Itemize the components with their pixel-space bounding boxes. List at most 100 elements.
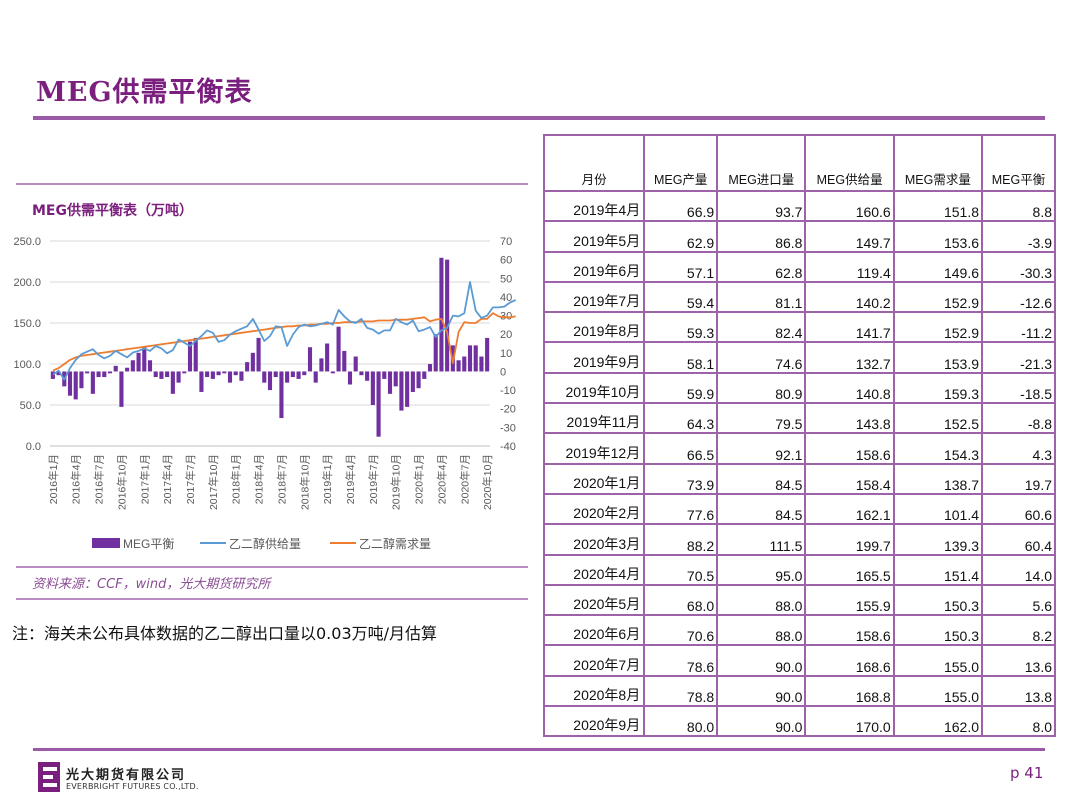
table-row: 2020年6月 70.6 88.0 158.6 150.3 8.2	[542, 614, 1056, 647]
value-cell: 155.9	[804, 583, 895, 617]
right-axis-tick-label: 50	[500, 273, 512, 285]
balance-bar	[405, 371, 410, 407]
month-cell: 2019年9月	[542, 341, 646, 374]
balance-bar	[313, 371, 318, 383]
balance-bar	[410, 371, 415, 392]
value-cell: -3.9	[981, 220, 1056, 253]
supply-line	[52, 281, 517, 381]
value-cell: 58.1	[643, 341, 719, 374]
right-axis-tick-label: -20	[500, 404, 516, 416]
value-cell: 150.3	[892, 583, 984, 617]
balance-chart: 0.0 50.0 100.0 150.0 200.0 250.0 -40 -30 -20 -10 0…	[13, 236, 517, 551]
value-cell: 8.0	[981, 705, 1056, 738]
footer-divider	[33, 748, 1045, 751]
table-row: 2019年11月 64.3 79.5 143.8 152.5 -8.8	[542, 402, 1056, 435]
balance-bar	[296, 371, 301, 379]
left-axis-tick-label: 250.0	[13, 236, 41, 248]
x-axis-tick-label: 2020年1月	[413, 454, 426, 504]
value-cell: 158.6	[804, 432, 895, 465]
month-cell: 2020年5月	[542, 583, 646, 617]
balance-bar	[365, 371, 370, 381]
right-axis-tick-label: 60	[500, 255, 512, 267]
month-cell: 2019年6月	[542, 250, 646, 283]
value-cell: 8.2	[981, 614, 1056, 647]
table-row: 2019年7月 59.4 81.1 140.2 152.9 -12.6	[542, 280, 1056, 314]
balance-bar	[113, 365, 118, 372]
balance-bar	[439, 257, 444, 372]
value-cell: 84.5	[716, 492, 807, 526]
balance-bar	[205, 371, 210, 378]
value-cell: 66.5	[643, 432, 719, 465]
table-header-cell: MEG产量	[643, 134, 719, 192]
value-cell: 160.6	[804, 189, 895, 223]
chart-top-divider	[16, 183, 528, 185]
right-axis-tick-label: -30	[500, 422, 516, 434]
right-axis-tick-label: 40	[500, 292, 512, 304]
value-cell: 139.3	[892, 523, 984, 556]
legend-swatch-balance	[92, 538, 120, 548]
table-row: 2020年5月 68.0 88.0 155.9 150.3 5.6	[542, 583, 1056, 617]
value-cell: 73.9	[643, 462, 719, 495]
chart-title: MEG供需平衡表（万吨）	[32, 203, 193, 219]
value-cell: 77.6	[643, 492, 719, 526]
balance-bar	[302, 371, 307, 376]
value-cell: 152.9	[892, 311, 984, 344]
balance-bar	[473, 345, 478, 372]
balance-bar	[399, 371, 404, 411]
value-cell: 141.7	[804, 311, 895, 344]
x-axis-tick-label: 2018年7月	[275, 454, 288, 504]
table-row: 2020年2月 77.6 84.5 162.1 101.4 60.6	[542, 492, 1056, 526]
balance-bar	[422, 371, 427, 379]
x-axis-tick-label: 2016年10月	[115, 454, 128, 510]
balance-bar	[102, 371, 107, 378]
page-number: p 41	[1010, 764, 1044, 782]
balance-bar	[245, 362, 250, 372]
month-cell: 2020年9月	[542, 705, 646, 738]
value-cell: 151.4	[892, 553, 984, 586]
balance-bar	[130, 360, 135, 372]
balance-bar	[227, 371, 233, 383]
right-axis-tick-label: 10	[500, 348, 512, 360]
table-row: 2020年8月 78.8 90.0 168.8 155.0 13.8	[542, 674, 1056, 708]
balance-bar	[485, 337, 490, 372]
balance-bar	[376, 371, 381, 437]
balance-bar	[73, 371, 78, 400]
value-cell: 19.7	[981, 462, 1056, 495]
footnote: 注：海关未公布具体数据的乙二醇出口量以0.03万吨/月估算	[12, 624, 438, 643]
value-cell: 62.8	[716, 250, 807, 283]
value-cell: 59.3	[643, 311, 719, 344]
balance-bar	[67, 371, 73, 396]
value-cell: 152.5	[892, 402, 984, 435]
balance-bar	[85, 371, 90, 374]
value-cell: -30.3	[981, 250, 1056, 283]
balance-bar	[107, 371, 113, 374]
value-cell: 92.1	[716, 432, 807, 465]
value-cell: -8.8	[981, 402, 1056, 435]
x-axis-tick-label: 2019年7月	[367, 454, 380, 504]
value-cell: 80.9	[716, 371, 807, 405]
table-row: 2020年9月 80.0 90.0 170.0 162.0 8.0	[542, 705, 1056, 738]
balance-bar	[159, 371, 164, 379]
value-cell: 170.0	[804, 705, 895, 738]
x-axis-tick-label: 2017年10月	[207, 454, 220, 510]
value-cell: 74.6	[716, 341, 807, 374]
x-axis-tick-label: 2017年1月	[138, 454, 151, 504]
value-cell: 80.0	[643, 705, 719, 738]
right-axis-tick-label: 0	[500, 366, 506, 378]
value-cell: 4.3	[981, 432, 1056, 465]
x-axis-tick-label: 2017年7月	[184, 454, 197, 504]
chart-bottom-divider	[16, 566, 528, 568]
value-cell: -12.6	[981, 280, 1056, 314]
value-cell: 143.8	[804, 402, 895, 435]
value-cell: 78.8	[643, 674, 719, 708]
value-cell: 155.0	[892, 674, 984, 708]
balance-bar	[136, 352, 141, 372]
right-axis-tick-label: 20	[500, 329, 512, 341]
value-cell: 68.0	[643, 583, 719, 617]
value-cell: 151.8	[892, 189, 984, 223]
balance-bar	[233, 371, 238, 376]
value-cell: 153.6	[892, 220, 984, 253]
value-cell: 57.1	[643, 250, 719, 283]
value-cell: 90.0	[716, 705, 807, 738]
balance-bar	[427, 364, 433, 372]
